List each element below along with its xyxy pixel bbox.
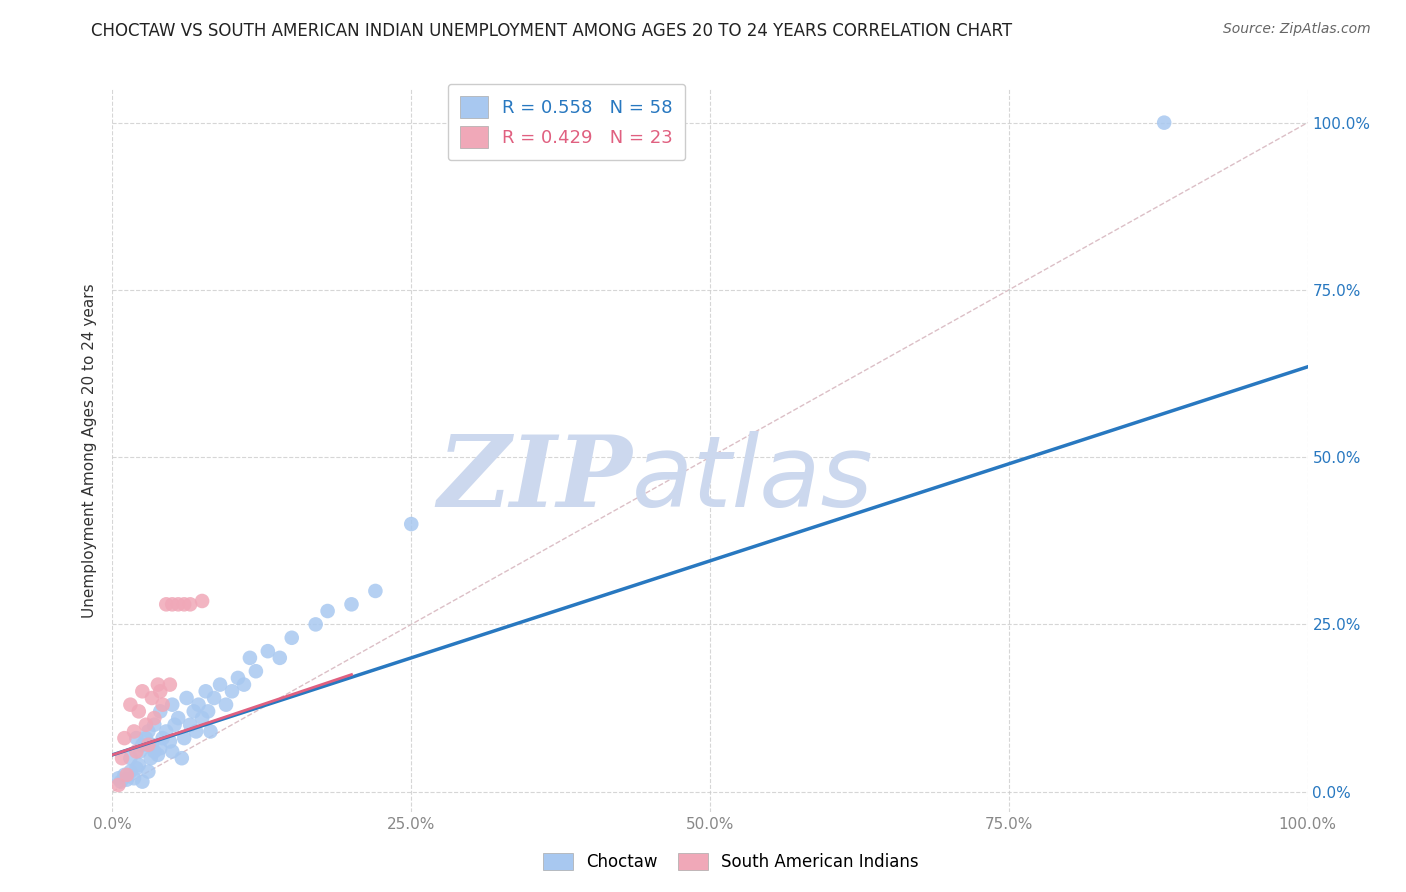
Point [110, 774, 132, 789]
Point [141, 690, 163, 705]
Point [131, 738, 153, 752]
Point [139, 751, 162, 765]
Point [239, 651, 262, 665]
Point [107, 771, 129, 786]
Point [269, 651, 291, 665]
Point [122, 724, 145, 739]
Point [107, 778, 129, 792]
Legend: Choctaw, South American Indians: Choctaw, South American Indians [534, 845, 928, 880]
Point [194, 684, 217, 698]
Point [281, 631, 304, 645]
Point [146, 747, 169, 762]
Point [143, 744, 166, 758]
Point [183, 705, 205, 719]
Point [233, 678, 256, 692]
Text: CHOCTAW VS SOUTH AMERICAN INDIAN UNEMPLOYMENT AMONG AGES 20 TO 24 YEARS CORRELAT: CHOCTAW VS SOUTH AMERICAN INDIAN UNEMPLO… [91, 22, 1012, 40]
Point [162, 744, 183, 758]
Point [1153, 116, 1175, 130]
Point [155, 598, 177, 612]
Point [143, 717, 166, 731]
Point [226, 671, 249, 685]
Point [152, 731, 174, 746]
Point [120, 764, 142, 779]
Point [191, 594, 214, 608]
Point [401, 517, 423, 532]
Point [163, 717, 186, 731]
Point [340, 598, 363, 612]
Point [364, 584, 387, 599]
Point [131, 684, 153, 698]
Point [131, 774, 153, 789]
Point [120, 698, 142, 712]
Point [149, 741, 172, 756]
Point [128, 705, 150, 719]
Point [122, 771, 145, 786]
Point [138, 738, 160, 752]
Point [202, 690, 225, 705]
Point [305, 617, 328, 632]
Point [146, 678, 169, 692]
Point [200, 724, 222, 739]
Point [138, 764, 160, 779]
Point [143, 711, 166, 725]
Point [111, 751, 134, 765]
Point [135, 731, 157, 746]
Point [155, 724, 177, 739]
Point [141, 738, 163, 752]
Point [257, 644, 280, 658]
Point [135, 717, 157, 731]
Point [159, 734, 181, 748]
Point [125, 744, 148, 758]
Point [176, 690, 198, 705]
Text: Source: ZipAtlas.com: Source: ZipAtlas.com [1223, 22, 1371, 37]
Point [167, 711, 190, 725]
Point [316, 604, 339, 618]
Point [138, 724, 160, 739]
Text: ZIP: ZIP [437, 431, 633, 527]
Point [187, 698, 209, 712]
Point [152, 698, 174, 712]
Point [149, 684, 172, 698]
Point [221, 684, 243, 698]
Point [179, 598, 201, 612]
Point [167, 598, 190, 612]
Legend: R = 0.558   N = 58, R = 0.429   N = 23: R = 0.558 N = 58, R = 0.429 N = 23 [449, 84, 685, 161]
Point [114, 768, 135, 782]
Point [209, 678, 232, 692]
Point [191, 711, 214, 725]
Text: atlas: atlas [633, 431, 875, 528]
Point [125, 761, 148, 775]
Y-axis label: Unemployment Among Ages 20 to 24 years: Unemployment Among Ages 20 to 24 years [82, 283, 97, 618]
Point [179, 717, 201, 731]
Point [120, 751, 142, 765]
Point [173, 598, 195, 612]
Point [129, 744, 152, 758]
Point [162, 598, 183, 612]
Point [115, 772, 138, 787]
Point [186, 724, 208, 739]
Point [197, 705, 219, 719]
Point [128, 758, 150, 772]
Point [115, 768, 138, 782]
Point [114, 731, 135, 746]
Point [173, 731, 195, 746]
Point [245, 664, 267, 679]
Point [162, 698, 183, 712]
Point [159, 678, 181, 692]
Point [125, 731, 148, 746]
Point [149, 705, 172, 719]
Point [170, 751, 193, 765]
Point [215, 698, 238, 712]
